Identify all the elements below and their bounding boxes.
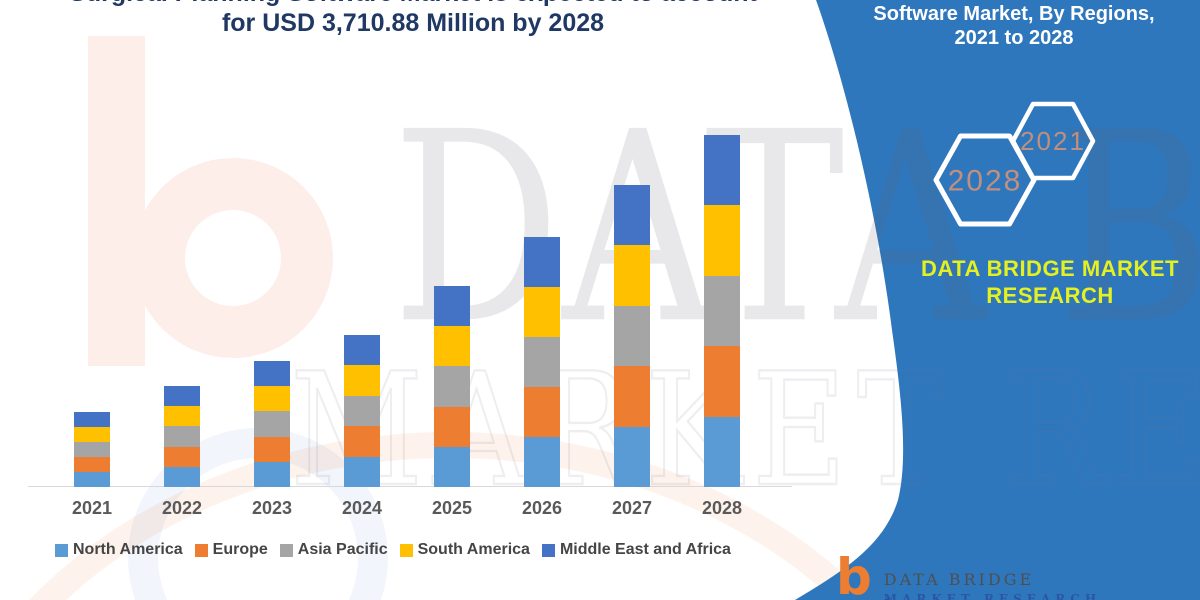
side-panel-title-line2: 2021 to 2028 [954,27,1074,49]
bar-segment [704,346,740,417]
bar-2021 [74,412,110,487]
bar-2025 [434,285,470,487]
side-panel-brand-text: DATA BRIDGE MARKET RESEARCH [921,256,1179,308]
footer-brand-line2: MARKET RESEARCH [883,592,1102,600]
data-bridge-b-icon: b [836,548,872,600]
bar-segment [344,334,380,366]
bar-segment [704,205,740,276]
bar-segment [74,441,110,457]
bar-segment [74,412,110,427]
footer-logo: b DATA BRIDGE MARKET RESEARCH [836,552,1101,600]
bar-segment [434,406,470,447]
legend-swatch-icon [399,543,413,557]
legend-swatch-icon [541,543,555,557]
bar-segment [74,456,110,472]
bar-segment [614,245,650,306]
bar-segment [254,411,290,437]
bar-segment [164,466,200,487]
bar-segment [344,395,380,427]
bar-segment [704,416,740,487]
bar-segment [614,184,650,246]
bar-segment [254,386,290,412]
legend-item: South America [399,541,530,559]
bar-segment [434,285,470,327]
legend-swatch-icon [279,543,293,557]
legend-item: Middle East and Africa [541,541,731,559]
bar-2026 [524,237,560,487]
bar-segment [524,286,560,337]
legend-label: South America [417,541,530,558]
bar-segment [254,461,290,487]
bar-segment [524,436,560,487]
x-axis-line [28,486,792,487]
chart-title-line1-clipped: Surgical Planning Software Market is exp… [13,0,813,8]
bar-2027 [614,184,650,487]
legend-item: North America [55,541,183,559]
x-axis-label-2023: 2023 [251,498,293,518]
legend-label: Middle East and Africa [559,541,731,558]
legend-label: Europe [212,541,268,558]
x-axis-label-2028: 2028 [701,498,743,518]
bar-segment [434,366,470,407]
x-axis-label-2025: 2025 [431,498,473,518]
bar-segment [524,386,560,437]
x-axis-label-2022: 2022 [161,498,203,518]
bar-segment [254,360,290,387]
bar-segment [164,446,200,467]
legend-item: Asia Pacific [279,541,388,559]
bar-segment [74,427,110,442]
bar-segment [614,426,650,487]
bar-2023 [254,360,290,487]
bar-segment [254,436,290,462]
bar-segment [434,446,470,487]
legend-label: North America [73,541,183,558]
legend-label: Asia Pacific [297,541,388,558]
bar-segment [614,305,650,367]
side-panel-title-line1: Software Market, By Regions, [873,3,1155,25]
bar-segment [614,366,650,427]
bar-2022 [164,385,200,487]
chart-title-line2: for USD 3,710.88 Million by 2028 [221,9,605,37]
bar-segment [74,471,110,487]
bar-segment [164,406,200,427]
chart-legend: North America Europe Asia Pacific South Ame… [55,541,743,559]
bar-segment [344,365,380,396]
x-axis-label-2024: 2024 [341,498,383,518]
watermark-logo-stem [88,36,145,366]
bar-segment [164,426,200,447]
x-axis-label-2026: 2026 [521,498,563,518]
side-panel-title: Software Market, By Regions, 2021 to 202… [828,2,1200,50]
bar-segment [524,336,560,387]
x-axis-label-2021: 2021 [71,498,113,518]
legend-item: Europe [194,541,268,559]
chart-title: Surgical Planning Software Market is exp… [13,0,813,38]
bar-segment [704,134,740,206]
footer-brand-line1: DATA BRIDGE [883,570,1035,589]
bar-segment [434,326,470,367]
x-axis-label-2027: 2027 [611,498,653,518]
bar-segment [164,385,200,407]
bar-2024 [344,334,380,487]
bar-segment [344,456,380,487]
bar-segment [524,237,560,287]
bar-segment [344,426,380,457]
bar-2028 [704,134,740,487]
legend-swatch-icon [55,543,68,557]
bar-segment [704,275,740,347]
legend-swatch-icon [194,543,208,557]
